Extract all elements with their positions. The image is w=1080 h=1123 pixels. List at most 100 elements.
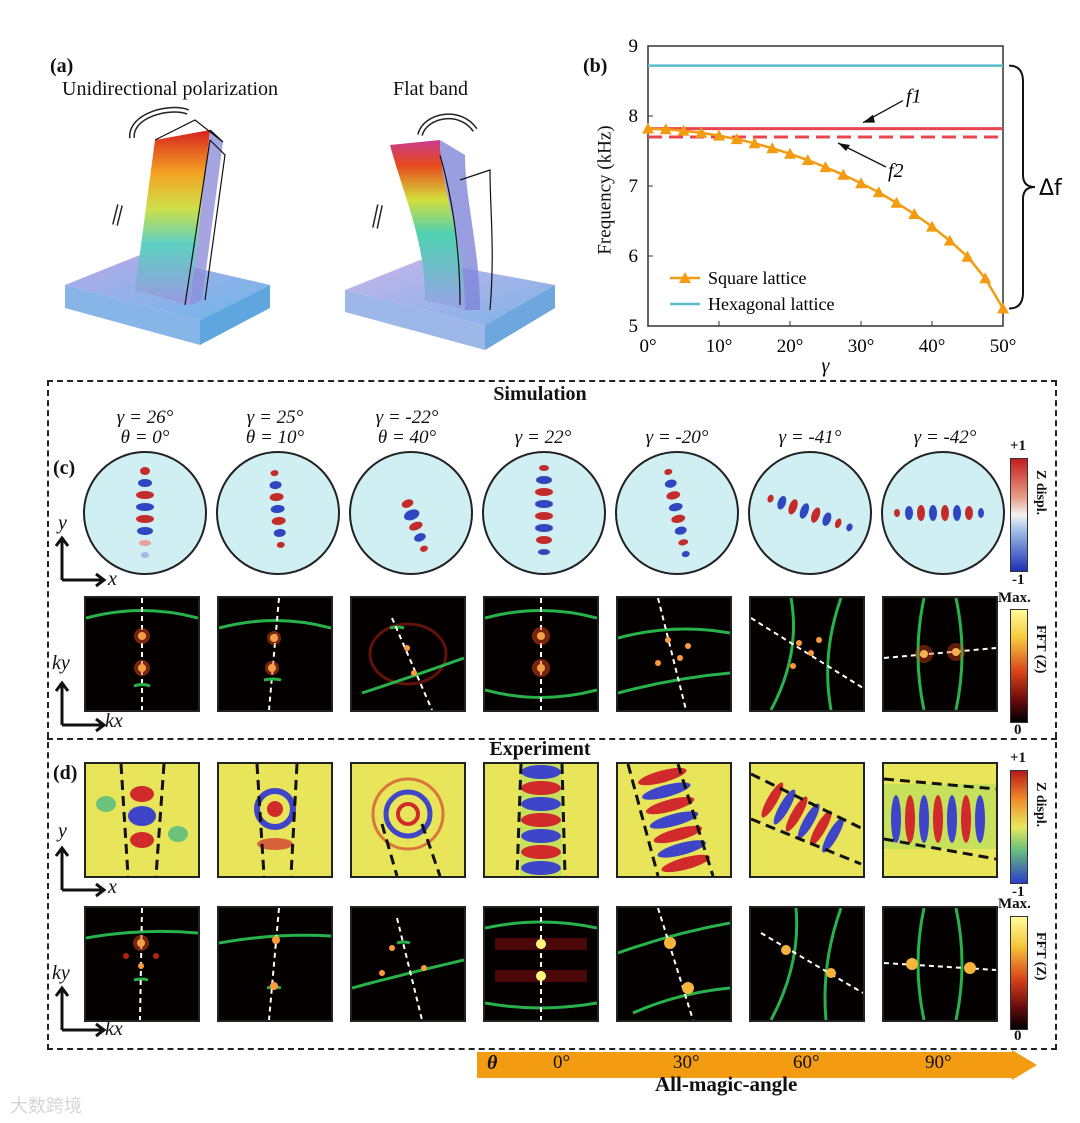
data-point [979, 272, 992, 284]
angle-bar-title: All-magic-angle [655, 1072, 798, 1096]
colorbar-fft [1010, 916, 1028, 1030]
y-tick-label: 9 [629, 36, 639, 57]
mode-pattern [664, 468, 690, 558]
exp-field-map [483, 762, 599, 878]
fft-pattern [86, 598, 198, 710]
mode-pattern [96, 764, 188, 876]
mode-pattern [751, 772, 863, 866]
frequency-chart: 5 6 7 8 9 0° 10° 20° 30° 40° 50° γ Square lattice Hex… [629, 36, 1064, 377]
fft-pattern [485, 598, 597, 710]
colorbar-top-label: Max. [998, 896, 1031, 912]
sim-field-map [216, 451, 340, 575]
fft-pattern [618, 908, 730, 1020]
sim-fft-map [882, 596, 998, 712]
mode-pattern [136, 467, 154, 558]
colorbar-title: FFT (Z) [1033, 932, 1048, 981]
xy-axes-indicator [54, 845, 107, 898]
xy-axes-indicator [54, 535, 107, 588]
illustration-flat-band [345, 113, 555, 350]
mode-pattern [401, 499, 428, 552]
data-point [943, 234, 956, 246]
legend-label: Square lattice [708, 268, 806, 288]
param-col-1: γ = 26° θ = 0° [80, 408, 210, 448]
y-tick-label: 8 [629, 106, 639, 127]
gamma-value: γ = -42° [913, 427, 977, 448]
data-point [766, 142, 779, 154]
annotation-f2: f2 [888, 160, 904, 182]
fft-pattern [86, 908, 198, 1020]
x-tick-label: 50° [990, 336, 1017, 357]
exp-fft-map [350, 906, 466, 1022]
gamma-value: γ = -22° [375, 407, 439, 428]
data-point [819, 161, 832, 173]
colorbar-title: Z displ. [1033, 470, 1048, 516]
gamma-value: γ = -41° [778, 427, 842, 448]
fft-pattern [219, 598, 331, 710]
fft-pattern [485, 908, 597, 1020]
mode-pattern [371, 777, 445, 876]
param-col-7: γ = -42° [880, 428, 1010, 448]
fft-pattern [618, 598, 730, 710]
colorbar-bottom-label: -1 [1012, 572, 1025, 588]
gamma-value: γ = -20° [645, 427, 709, 448]
sim-field-map [482, 451, 606, 575]
caption-unidirectional-polarization: Unidirectional polarization [62, 78, 279, 100]
results-frame [47, 380, 1057, 1050]
data-point [855, 177, 867, 189]
theta-value: θ = 10° [245, 427, 305, 448]
angle-symbol: θ [487, 1052, 498, 1074]
angle-arrow [477, 1050, 1037, 1080]
axis-y-label: y [58, 820, 67, 842]
data-point [730, 133, 743, 145]
axis-x-label: x [108, 876, 117, 898]
y-tick-label: 5 [629, 316, 639, 337]
sim-fft-map [483, 596, 599, 712]
data-point [908, 208, 921, 219]
colorbar-z-displacement [1010, 458, 1028, 572]
data-point [659, 123, 672, 135]
simulation-title: Simulation [493, 383, 587, 405]
sim-fft-map [84, 596, 200, 712]
angle-tick: 0° [553, 1052, 571, 1073]
colorbar-top-label: +1 [1010, 750, 1027, 766]
section-divider [47, 738, 1057, 740]
exp-field-map [350, 762, 466, 878]
plot-frame [647, 45, 1004, 327]
colorbar-title: Z displ. [1033, 782, 1048, 828]
param-col-2: γ = 25° θ = 10° [210, 408, 340, 448]
panel-label-a: (a) [50, 55, 74, 77]
data-point [997, 302, 1009, 314]
mode-pattern [269, 470, 286, 548]
exp-field-map [84, 762, 200, 878]
angle-tick: 90° [925, 1052, 952, 1073]
data-point [748, 137, 761, 149]
panel-label-b: (b) [583, 55, 608, 77]
exp-fft-map [84, 906, 200, 1022]
mode-pattern [884, 777, 996, 861]
exp-fft-map [483, 906, 599, 1022]
gamma-value: γ = 22° [514, 427, 572, 448]
param-col-6: γ = -41° [745, 428, 875, 448]
gamma-value: γ = 25° [246, 407, 304, 428]
exp-fft-map [882, 906, 998, 1022]
sim-fft-map [616, 596, 732, 712]
axis-y-label: y [58, 512, 67, 534]
exp-fft-map [217, 906, 333, 1022]
sim-field-map [349, 451, 473, 575]
axis-kx-label: kx [105, 710, 123, 732]
data-point [837, 168, 850, 180]
theta-value: θ = 40° [377, 427, 437, 448]
param-col-4: γ = 22° [478, 428, 608, 448]
data-point [890, 196, 903, 208]
fft-pattern [361, 617, 464, 710]
param-col-5: γ = -20° [612, 428, 742, 448]
k-axes-indicator [54, 985, 107, 1038]
colorbar-bottom-label: 0 [1014, 1028, 1022, 1044]
colorbar-z-displacement [1010, 770, 1028, 884]
x-tick-label: 30° [848, 336, 875, 357]
panel-label-c: (c) [53, 457, 76, 479]
x-tick-label: 0° [639, 336, 656, 357]
y-tick-label: 6 [629, 246, 639, 267]
fft-pattern [751, 598, 863, 710]
axis-ky-label: ky [52, 652, 70, 674]
